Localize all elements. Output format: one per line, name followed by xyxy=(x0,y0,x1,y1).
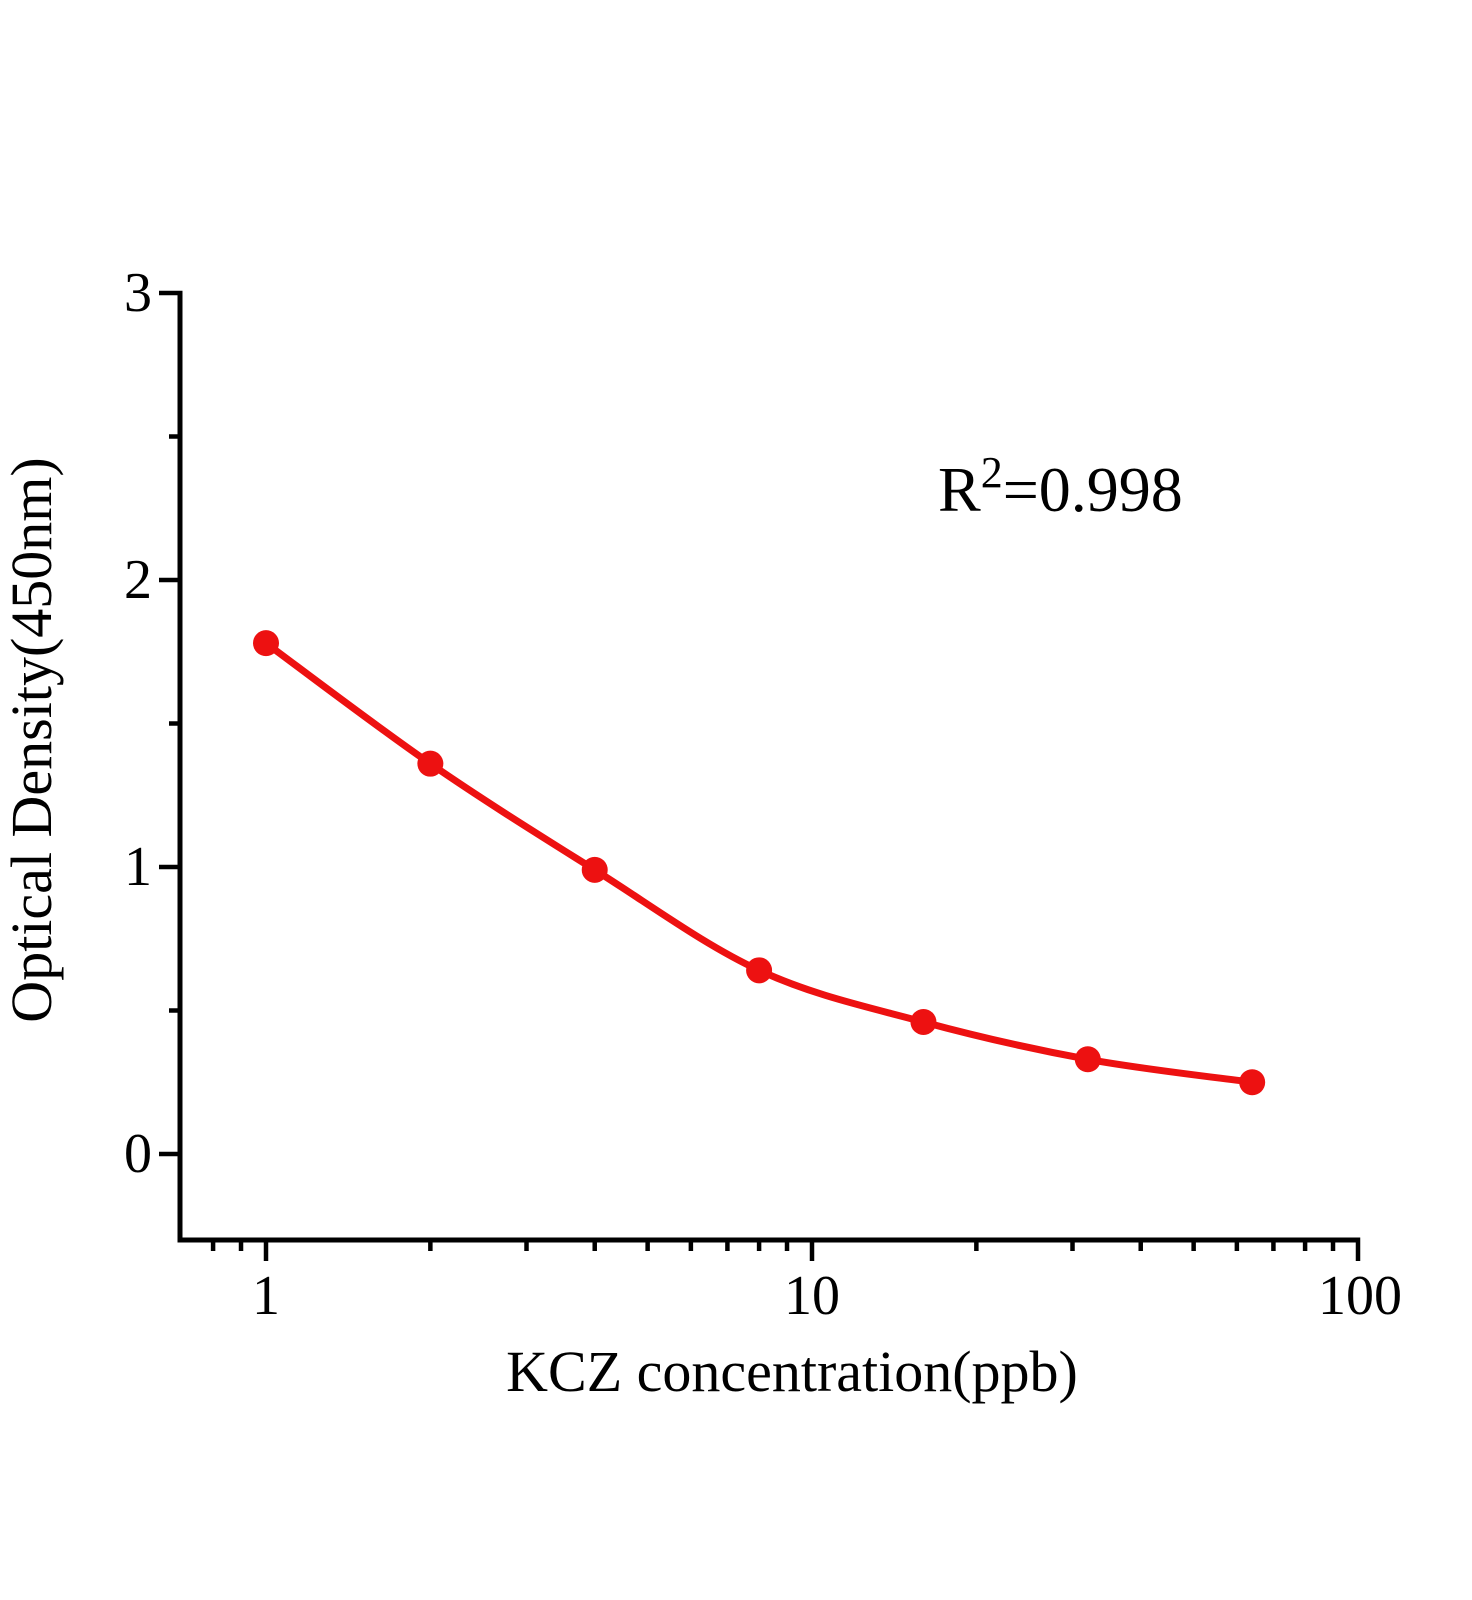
y-axis-title: Optical Density(450nm) xyxy=(0,457,64,1023)
data-point-16ppb xyxy=(910,1008,937,1035)
x-tick-label-100: 100 xyxy=(1318,1265,1402,1327)
fitted-curve xyxy=(262,639,1256,1086)
r-squared-base: R xyxy=(938,454,981,525)
x-tick-label-10: 10 xyxy=(784,1265,840,1327)
axes xyxy=(159,290,1361,1261)
r-squared-exponent: 2 xyxy=(980,447,1003,497)
r-squared-annotation: R2=0.998 xyxy=(938,450,1183,522)
axis-spine xyxy=(177,293,1359,1243)
data-point-2ppb xyxy=(417,750,444,777)
y-tick-label-2: 2 xyxy=(124,549,152,611)
data-point-8ppb xyxy=(746,957,773,984)
data-point-4ppb xyxy=(581,856,608,883)
data-point-64ppb xyxy=(1239,1069,1266,1096)
x-tick-label-1: 1 xyxy=(252,1265,280,1327)
y-tick-label-0: 0 xyxy=(124,1123,152,1185)
y-tick-label-3: 3 xyxy=(124,262,152,324)
data-series xyxy=(253,630,1266,1096)
r-squared-value: =0.998 xyxy=(1002,454,1183,525)
y-tick-label-1: 1 xyxy=(124,836,152,898)
x-axis-title: KCZ concentration(ppb) xyxy=(506,1339,1078,1404)
data-point-1ppb xyxy=(253,630,279,657)
data-point-32ppb xyxy=(1074,1046,1101,1073)
